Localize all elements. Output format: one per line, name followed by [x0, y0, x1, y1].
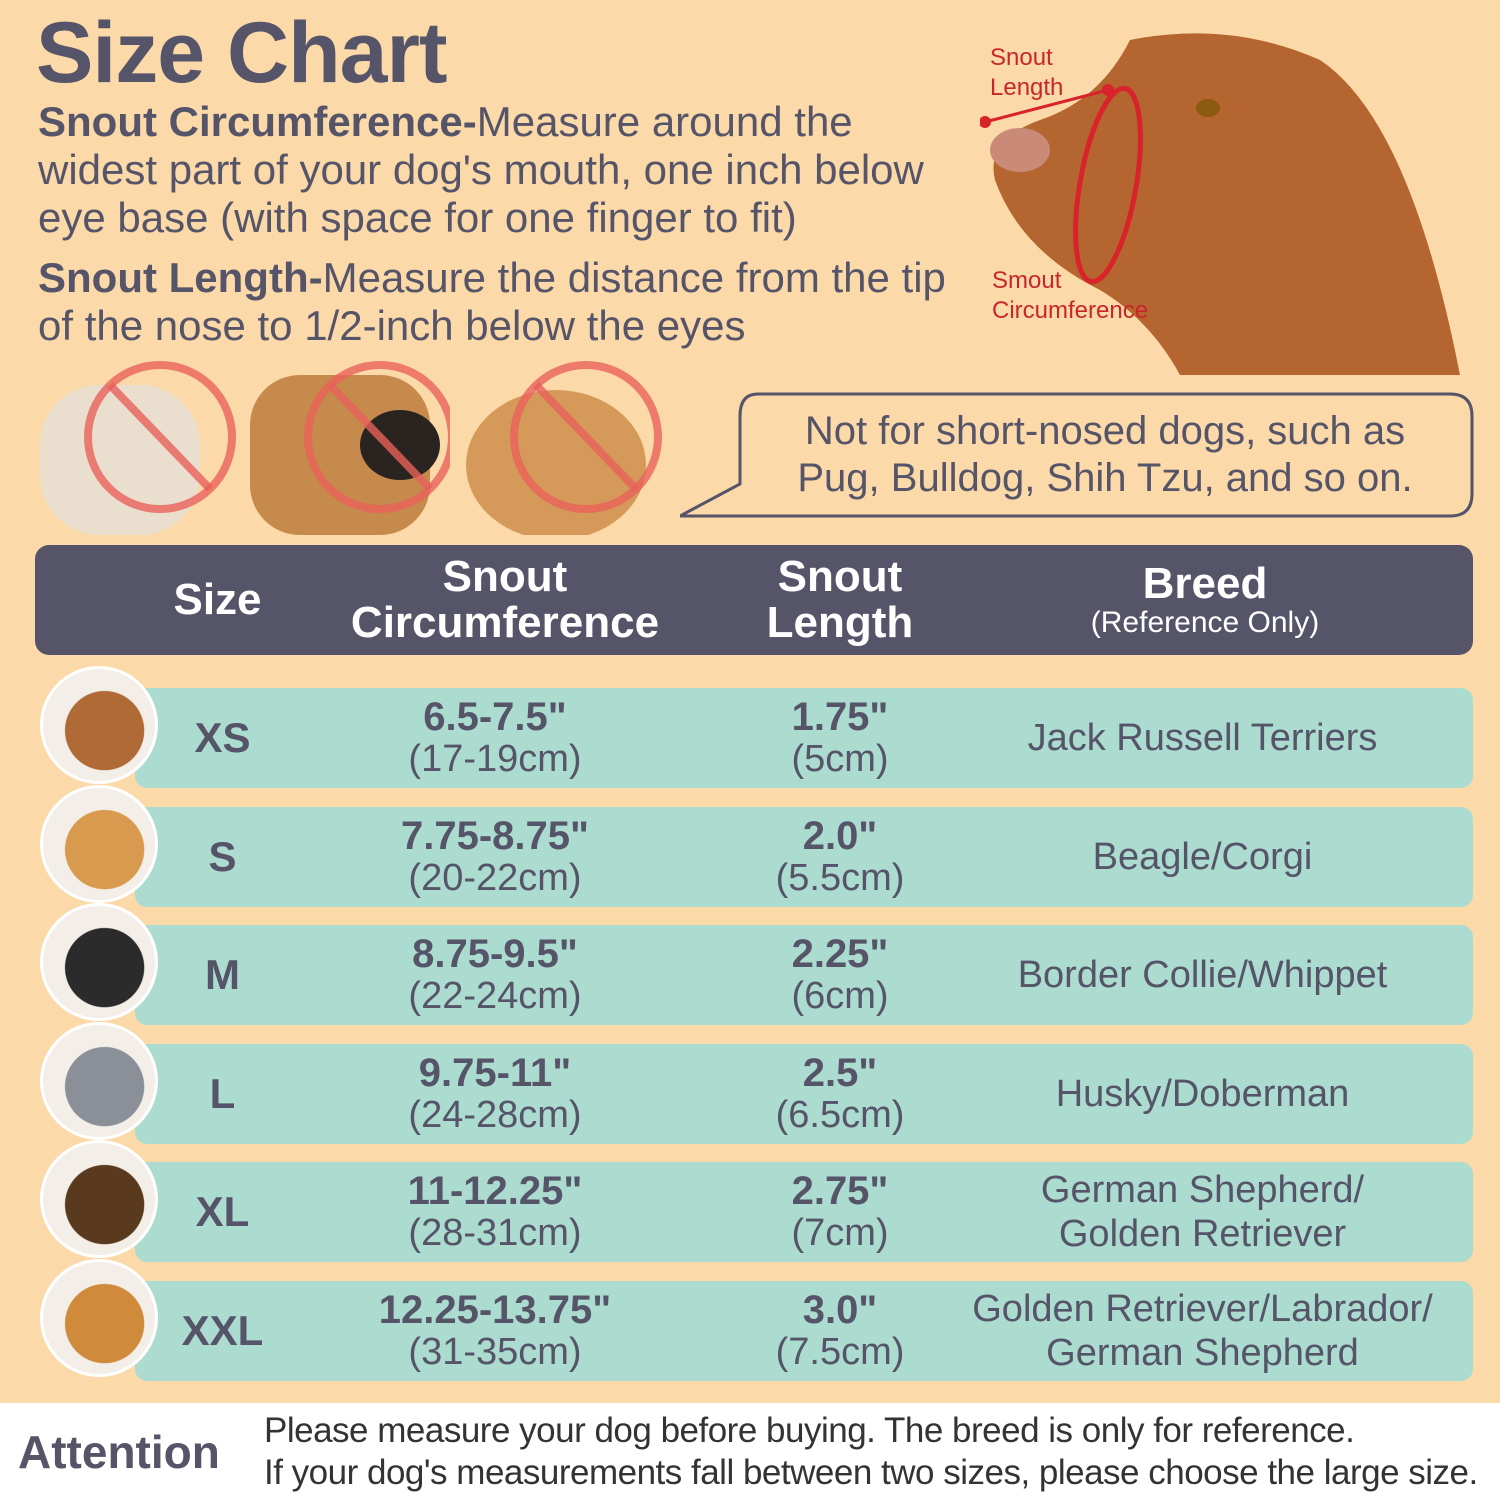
table-row: L 9.75-11" (24-28cm) 2.5" (6.5cm) Husky/Do… — [135, 1043, 1473, 1144]
header-breed: Breed (Reference Only) — [1090, 559, 1320, 639]
page-title: Size Chart — [36, 5, 448, 101]
table-row: S 7.75-8.75" (20-22cm) 2.0" (5.5cm) Beagle… — [135, 806, 1473, 907]
dog-avatar — [40, 1021, 158, 1140]
length-cell: 2.25" (6cm) — [791, 932, 889, 1017]
circumference-text: Measure around the widest part of your d… — [38, 98, 924, 241]
snout-length-label: Snout Length — [990, 44, 1064, 101]
prohibited-french-bulldog-image — [40, 361, 236, 535]
length-cell: 2.5" (6.5cm) — [775, 1050, 905, 1136]
circumference-label: Snout Circumference- — [38, 98, 477, 145]
size-cell: XL — [195, 1188, 250, 1235]
dog-measurement-illustration — [980, 33, 1460, 375]
header-circumference: Snout Circumference — [350, 552, 660, 647]
size-cell: XXL — [181, 1306, 264, 1354]
attention-text: Please measure your dog before buying. T… — [264, 1411, 1478, 1492]
length-label: Snout Length- — [38, 254, 323, 301]
breed-cell: Beagle/Corgi — [1092, 835, 1313, 878]
size-cell: M — [205, 951, 240, 998]
size-cell: XS — [194, 714, 251, 761]
length-cell: 1.75" (5cm) — [791, 695, 889, 780]
table-header: Size Snout Circumference Snout Length Bree… — [35, 545, 1473, 655]
circumference-cell: 8.75-9.5" (22-24cm) — [408, 932, 582, 1017]
breed-cell: Border Collie/Whippet — [1017, 954, 1388, 996]
prohibited-icon — [84, 361, 236, 513]
prohibited-pug-image — [250, 361, 450, 535]
table-row: XS 6.5-7.5" (17-19cm) 1.75" (5cm) Jack Rus… — [135, 688, 1473, 788]
prohibited-pomeranian-image — [466, 361, 662, 535]
size-cell: L — [209, 1069, 236, 1117]
dog-avatar — [40, 903, 158, 1021]
length-cell: 2.75" (7cm) — [791, 1169, 889, 1254]
prohibited-icon — [304, 361, 450, 513]
attention-band — [0, 1403, 1500, 1496]
length-text: Measure the distance from the tip of the… — [38, 254, 946, 349]
snout-circumference-label: Smout Circumference — [992, 267, 1149, 324]
circumference-cell: 7.75-8.75" (20-22cm) — [401, 813, 589, 899]
breed-cell: Jack Russell Terriers — [1027, 717, 1378, 759]
attention-label: Attention — [18, 1426, 220, 1478]
circumference-instruction: Snout Circumference-Measure around the w… — [38, 98, 978, 242]
dog-avatar — [40, 1258, 158, 1377]
header-size: Size — [173, 575, 262, 624]
table-row: XXL 12.25-13.75" (31-35cm) 3.0" (7.5cm) Go… — [135, 1280, 1473, 1381]
dog-avatar — [40, 784, 158, 903]
breed-cell: German Shepherd/Golden Retriever — [1040, 1169, 1365, 1255]
length-instruction: Snout Length-Measure the distance from t… — [38, 254, 978, 350]
prohibited-icon — [510, 361, 662, 513]
circumference-cell: 6.5-7.5" (17-19cm) — [408, 695, 582, 780]
speech-bubble — [680, 392, 1474, 518]
breed-cell: Husky/Doberman — [1055, 1072, 1350, 1115]
length-cell: 3.0" (7.5cm) — [775, 1287, 905, 1373]
short-nose-warning: Not for short-nosed dogs, such as Pug, Bu… — [797, 409, 1413, 500]
circumference-cell: 9.75-11" (24-28cm) — [408, 1050, 582, 1136]
size-cell: S — [208, 832, 237, 880]
dog-avatar — [40, 1140, 158, 1258]
table-row: M 8.75-9.5" (22-24cm) 2.25" (6cm) Border C… — [135, 925, 1473, 1025]
header-length: Snout Length — [766, 552, 914, 647]
length-cell: 2.0" (5.5cm) — [775, 813, 905, 899]
table-row: XL 11-12.25" (28-31cm) 2.75" (7cm) German … — [135, 1162, 1473, 1262]
circumference-cell: 12.25-13.75" (31-35cm) — [378, 1287, 612, 1373]
breed-cell: Golden Retriever/Labrador/German Shepher… — [972, 1287, 1433, 1374]
dog-avatar — [40, 666, 158, 784]
circumference-cell: 11-12.25" (28-31cm) — [407, 1169, 583, 1254]
